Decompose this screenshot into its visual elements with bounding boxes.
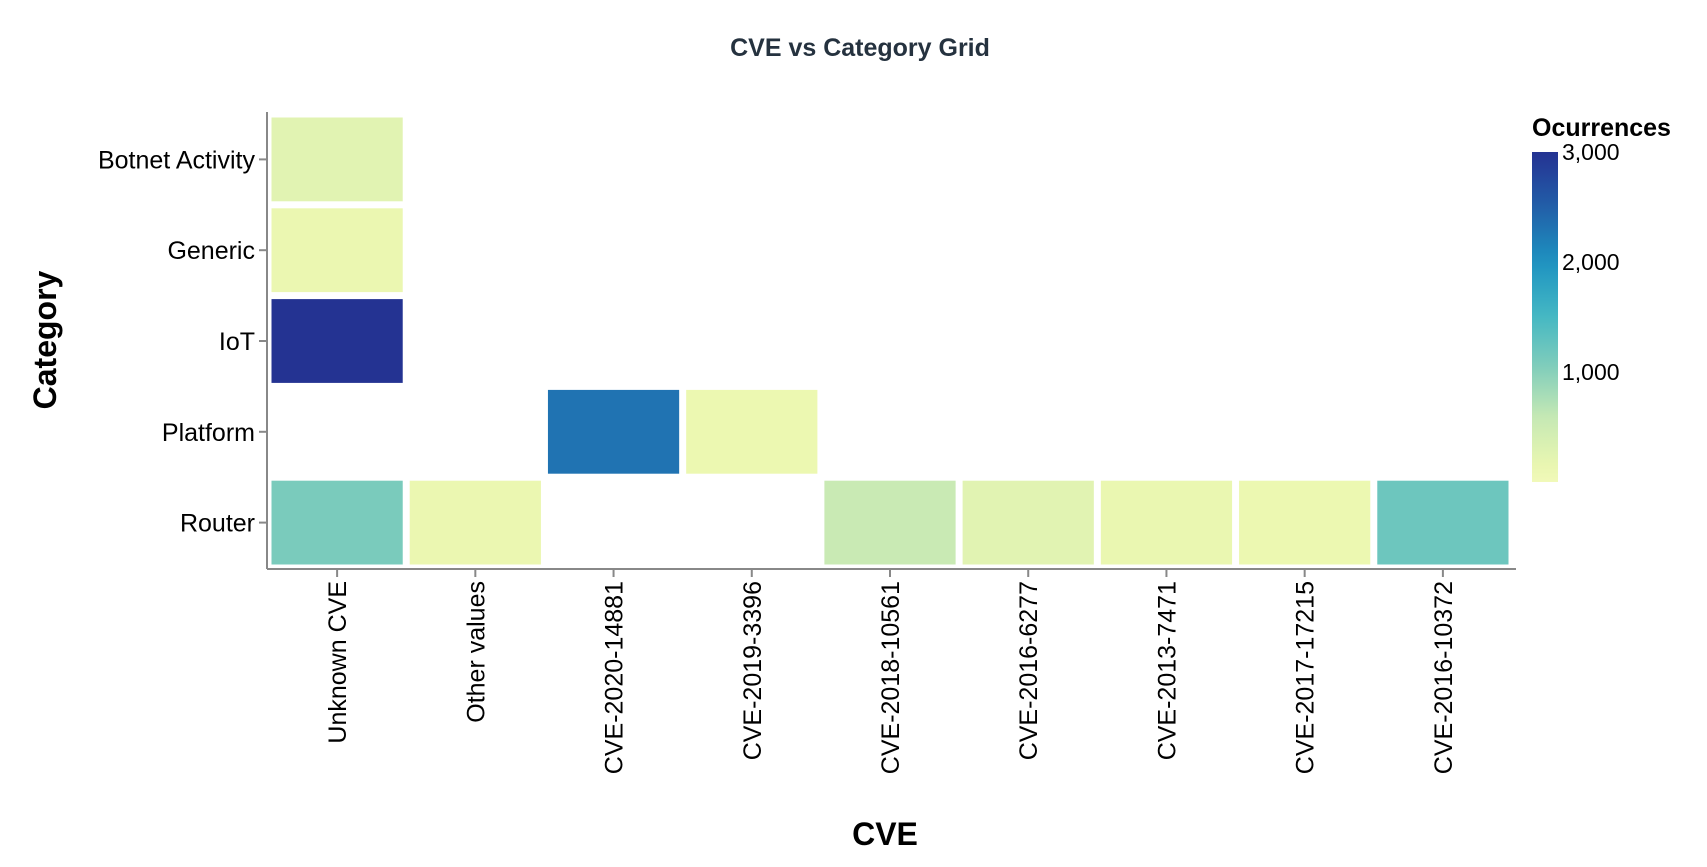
color-legend: Ocurrences 1,000 2,000 3,000 xyxy=(1532,114,1671,482)
legend-gradient-bar xyxy=(1532,152,1558,482)
heatmap-cell xyxy=(271,117,403,202)
legend-tick-label: 2,000 xyxy=(1562,249,1620,275)
x-tick-label: CVE-2016-10372 xyxy=(1430,581,1458,774)
x-tick-label: CVE-2013-7471 xyxy=(1153,581,1181,760)
heatmap-cell xyxy=(1100,480,1233,565)
x-tick-label: CVE-2018-10561 xyxy=(877,581,905,774)
heatmap-cell xyxy=(271,299,403,383)
y-tick-label: Botnet Activity xyxy=(98,146,256,174)
y-tick-label: Platform xyxy=(162,419,255,447)
x-tick-label: CVE-2016-6277 xyxy=(1015,581,1043,760)
legend-tick-label: 3,000 xyxy=(1562,139,1620,165)
heatmap-cell xyxy=(1377,480,1509,565)
heatmap-cell xyxy=(1239,480,1371,565)
heatmap-cell xyxy=(962,480,1094,565)
x-tick-label: CVE-2019-3396 xyxy=(739,581,767,760)
y-tick-label: Generic xyxy=(167,237,255,265)
x-tick-label: CVE-2020-14881 xyxy=(601,581,629,774)
heatmap-cell xyxy=(824,480,956,565)
heatmap-cell xyxy=(547,389,680,474)
heatmap-cell xyxy=(271,208,403,293)
y-axis-title: Category xyxy=(27,270,63,409)
y-tick-label: Router xyxy=(180,510,255,538)
legend-title: Ocurrences xyxy=(1532,114,1671,142)
y-tick-label: IoT xyxy=(219,328,255,356)
heatmap-cell xyxy=(686,389,818,474)
x-tick-label: CVE-2017-17215 xyxy=(1292,581,1320,774)
plot-area: Botnet Activity Generic IoT Platform Router U… xyxy=(98,112,1516,774)
chart-title: CVE vs Category Grid xyxy=(730,34,990,62)
heatmap-cell xyxy=(409,480,541,565)
heatmap-cell xyxy=(271,480,403,565)
x-tick-label: Other values xyxy=(462,581,490,723)
legend-tick-label: 1,000 xyxy=(1562,359,1620,385)
x-axis-title: CVE xyxy=(852,816,918,852)
x-tick-label: Unknown CVE xyxy=(324,581,352,744)
